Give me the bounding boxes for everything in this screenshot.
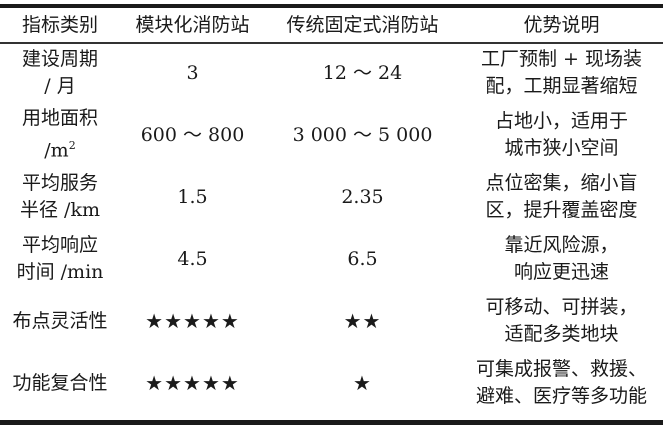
unit-superscript: 2 [68,139,76,153]
indicator-line: 时间 /min [16,261,104,283]
modular-cell: 4.5 [177,247,208,270]
table-row: 建设周期 / 月 3 12 ～ 24 工厂预制 + 现场装 配，工期显著缩短 [0,42,663,104]
header-rule [0,42,663,44]
table-row: 平均服务半径 /km 1.5 2.35 点位密集，缩小盲 区，提升覆盖密度 [0,166,663,228]
advantage-line: 适配多类地块 [504,323,619,345]
advantage-line: 工厂预制 + 现场装 [481,48,642,70]
advantage-line: 响应更迅速 [513,261,609,283]
advantage-line: 区，提升覆盖密度 [485,199,638,221]
indicator-cell: 功能复合性 [12,371,108,394]
top-rule [0,4,663,8]
modular-cell: 600 ～ 800 [140,123,245,146]
modular-cell: 1.5 [177,185,208,208]
modular-star-rating: ★★★★★ [145,370,240,395]
advantage-line: 可集成报警、救援、 [475,358,647,380]
header-row: 指标类别 模块化消防站 传统固定式消防站 优势说明 [0,8,663,42]
table-row: 用地面积/m2 600 ～ 800 3 000 ～ 5 000 占地小，适用于城… [0,104,663,166]
advantage-cell: 可移动、可拼装， 适配多类地块 [460,290,663,352]
traditional-cell: 12 ～ 24 [322,61,403,84]
modular-star-rating: ★★★★★ [145,308,240,333]
advantage-line: 可移动、可拼装， [485,296,638,318]
advantage-line: 占地小，适用于 [494,110,628,132]
indicator-line: 用地面积 [21,107,98,130]
indicator-line: / 月 [44,75,76,97]
traditional-cell: 3 000 ～ 5 000 [292,123,433,146]
traditional-star-rating: ★★ [343,308,382,333]
advantage-line: 靠近风险源， [504,234,619,256]
advantage-line: 避难、医疗等多功能 [475,385,647,407]
indicator-cell: 平均服务半径 /km [0,166,120,228]
header-advantage: 优势说明 [523,13,600,36]
traditional-cell: 2.35 [341,185,384,208]
indicator-cell: 建设周期 / 月 [0,42,120,104]
indicator-line: 半径 /km [20,199,100,221]
indicator-cell: 平均响应时间 /min [0,228,120,290]
advantage-line: 点位密集，缩小盲 [485,172,638,194]
header-traditional: 传统固定式消防站 [286,13,439,36]
indicator-line: 平均响应 [21,234,98,256]
header-modular: 模块化消防站 [135,13,250,36]
indicator-line: 建设周期 [21,48,98,70]
traditional-star-rating: ★ [353,370,372,395]
unit-text: /m [44,139,69,162]
table-row: 功能复合性 ★★★★★ ★ 可集成报警、救援、 避难、医疗等多功能 [0,352,663,414]
indicator-line: 平均服务 [21,172,98,194]
advantage-line: 配，工期显著缩短 [485,75,638,97]
advantage-line: 城市狭小空间 [504,137,619,159]
header-indicator: 指标类别 [21,13,98,36]
comparison-table: 指标类别 模块化消防站 传统固定式消防站 优势说明 建设周期 / 月 3 12 ～… [0,8,663,414]
table-row: 平均响应时间 /min 4.5 6.5 靠近风险源， 响应更迅速 [0,228,663,290]
modular-cell: 3 [186,61,199,84]
advantage-cell: 可集成报警、救援、 避难、医疗等多功能 [460,352,663,414]
traditional-cell: 6.5 [347,247,378,270]
indicator-cell: 布点灵活性 [12,309,108,332]
indicator-cell: 用地面积/m2 [0,104,120,166]
advantage-cell: 工厂预制 + 现场装 配，工期显著缩短 [460,42,663,104]
table-row: 布点灵活性 ★★★★★ ★★ 可移动、可拼装， 适配多类地块 [0,290,663,352]
advantage-cell: 点位密集，缩小盲 区，提升覆盖密度 [460,166,663,228]
indicator-line: /m2 [0,132,120,164]
advantage-cell: 靠近风险源， 响应更迅速 [460,228,663,290]
advantage-cell: 占地小，适用于 城市狭小空间 [460,104,663,166]
bottom-rule [0,420,663,425]
